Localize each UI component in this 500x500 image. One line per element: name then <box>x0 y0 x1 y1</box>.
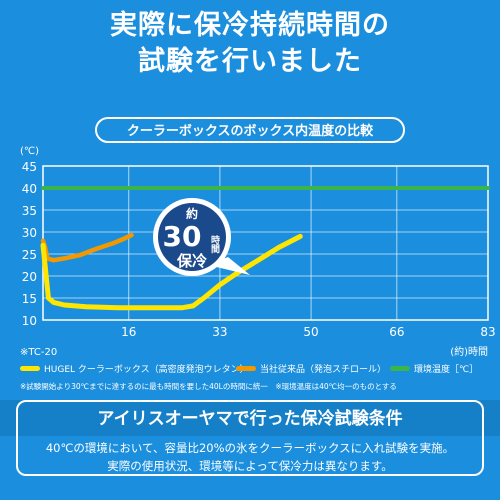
x-tick-label: 33 <box>212 325 227 339</box>
headline-line-2: 試験を行いました <box>138 46 362 77</box>
legend-swatch-hugel <box>20 366 40 371</box>
callout-unit: 時間 <box>209 234 220 254</box>
conditions-line-2: 実際の使用状況、環境等によって保冷力は異なります。 <box>107 459 393 473</box>
chart-legend: HUGEL クーラーボックス（高密度発泡ウレタン） 当社従来品（発泡スチロール）… <box>20 362 490 380</box>
y-tick-label: 20 <box>22 270 37 284</box>
legend-label-hugel: HUGEL クーラーボックス（高密度発泡ウレタン） <box>44 365 249 375</box>
conditions-title: アイリスオーヤマで行った保冷試験条件 <box>97 409 403 429</box>
x-tick-label: 50 <box>303 325 318 339</box>
legend-item-hugel: HUGEL クーラーボックス（高密度発泡ウレタン） <box>20 362 249 375</box>
y-tick-label: 35 <box>22 204 37 218</box>
series-line-0 <box>40 233 303 311</box>
y-tick-label: 40 <box>22 182 37 196</box>
model-label: ※TC-20 <box>20 347 57 358</box>
chart-grid <box>42 165 489 321</box>
headline: 実際に保冷持続時間の 試験を行いました <box>0 8 500 80</box>
y-tick-label: 25 <box>22 248 37 262</box>
headline-line-1: 実際に保冷持続時間の <box>110 10 390 41</box>
x-tick-label: 16 <box>121 325 136 339</box>
footnote: ※試験開始より30℃までに達するのに最も時間を要した40Lの時間に統一 ※環境温… <box>20 382 397 391</box>
x-tick-label: 83 <box>480 325 495 339</box>
callout-inner-circle <box>158 203 226 271</box>
conditions-line-1: 40℃の環境において、容量比20%の氷をクーラーボックスに入れ試験を実施。 <box>45 441 455 455</box>
callout-suffix: 保冷 <box>176 252 207 270</box>
temperature-chart: (℃) 10 15 20 25 30 35 40 45 16 33 50 66 83 (約)時間 ※TC… <box>20 146 496 358</box>
series-line-1 <box>40 232 134 263</box>
callout-hours: 30 <box>163 220 202 253</box>
x-axis-label: (約)時間 <box>450 345 488 358</box>
legend-item-ambient: 環境温度［℃］ <box>390 362 478 375</box>
chart-ticks: 10 15 20 25 30 35 40 45 16 33 50 66 83 <box>22 160 496 339</box>
legend-label-conventional: 当社従来品（発泡スチロール） <box>260 365 387 375</box>
callout-badge: 約 30 時間 保冷 <box>153 198 250 276</box>
legend-swatch-conventional <box>236 366 256 371</box>
conditions-box <box>16 400 484 476</box>
chart-title: クーラーボックスのボックス内温度の比較 <box>95 117 405 143</box>
chart-series <box>40 186 490 311</box>
legend-label-ambient: 環境温度［℃］ <box>414 365 479 375</box>
legend-swatch-ambient <box>390 366 410 371</box>
y-tick-label: 10 <box>22 314 37 328</box>
callout-prefix: 約 <box>186 206 198 221</box>
y-axis-label: (℃) <box>20 146 39 157</box>
conditions-title-bar <box>0 400 500 436</box>
x-tick-label: 66 <box>389 325 404 339</box>
y-tick-label: 45 <box>22 160 37 174</box>
legend-item-conventional: 当社従来品（発泡スチロール） <box>236 362 386 375</box>
y-tick-label: 30 <box>22 226 37 240</box>
y-tick-label: 15 <box>22 292 37 306</box>
